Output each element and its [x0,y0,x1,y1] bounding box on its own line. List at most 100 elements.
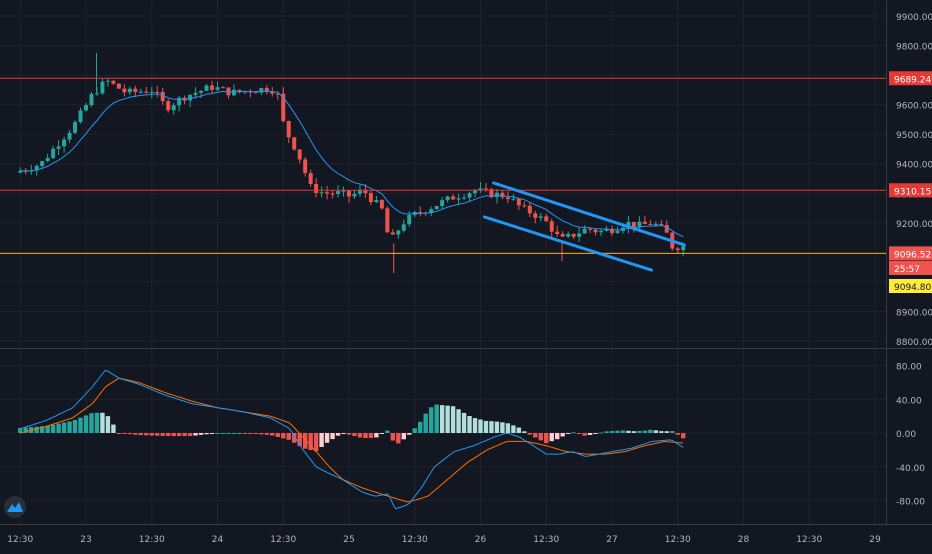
macd-bar [160,433,165,436]
macd-bar [527,433,533,435]
candle-body [160,91,165,102]
macd-bar [182,433,187,437]
candle-body [138,91,143,93]
time-tick-label: 28 [738,535,750,545]
candle-body [445,196,450,201]
candle-body [560,234,565,237]
macd-bar [637,430,642,433]
candle-body [483,188,488,190]
macd-bar [363,433,368,439]
candle-body [631,221,636,228]
candle-body [544,216,549,222]
candle-body [653,223,658,225]
candle-body [511,198,516,200]
macd-bar [681,433,686,439]
trend-channel-upper[interactable] [492,181,686,247]
candle-body [659,223,664,226]
time-tick-label: 24 [212,535,224,545]
candle-body [286,121,291,138]
candle-body [144,91,149,93]
candle-body [522,205,527,207]
candle-body [308,173,313,185]
ema-line [20,90,684,237]
candle-body [478,188,483,191]
macd-bar [423,413,428,433]
candle-body [220,87,225,89]
macd-bar [319,433,324,448]
candle-body [319,192,324,194]
candle-body [516,198,521,206]
candle-body [577,233,582,237]
price-label-1 [889,261,932,275]
candle-body [363,189,368,194]
candles [18,52,686,274]
macd-bar [264,433,270,435]
candle-body [489,189,494,198]
macd-bar [544,433,549,444]
candle-body [94,93,99,95]
candle-body [500,192,505,198]
price-tick-label: 9400.00 [896,161,932,171]
candle-body [555,231,560,235]
macd-bar [56,423,61,433]
level-price-text: 9310.15 [894,187,931,197]
level-price-text: 9689.24 [894,75,931,85]
macd-bar [571,432,576,434]
macd-bar [297,433,302,447]
macd-bar [516,427,522,433]
candle-body [51,148,56,159]
candle-body [330,193,335,195]
candle-body [374,200,379,203]
trend-channel-lower[interactable] [482,215,653,272]
macd-bar [461,412,467,433]
macd-bar [620,430,626,433]
candle-body [67,132,72,140]
candle-body [297,149,302,160]
macd-bar [659,431,664,433]
level-price-label [889,183,932,198]
macd-bar [45,425,50,433]
macd-bar [155,433,160,436]
macd-bar [642,430,648,433]
candle-body [505,197,510,200]
macd-bar [467,416,472,433]
candle-body [407,215,412,225]
macd-bar [494,421,500,433]
candle-body [533,213,538,218]
macd-bar [313,433,319,452]
macd-bar [368,433,374,439]
time-axis[interactable]: 12:30 23 12:30 24 12:30 25 12:30 26 12:30 27 12:30… [7,535,881,545]
macd-bar [390,433,396,441]
macd-bar [357,433,363,438]
macd-bar [122,433,127,434]
macd-tick-label: -80.00 [896,498,925,508]
candle-body [347,190,351,197]
macd-bar [127,433,133,435]
tradingview-logo-icon[interactable] [4,496,26,518]
macd-bar [598,432,604,434]
macd-bar [105,416,111,433]
candle-body [637,221,642,228]
macd-bar [483,420,489,433]
macd-bar [670,431,675,433]
macd-bar [379,433,385,435]
price-tick-label: 9600.00 [896,102,932,112]
price-tick-label: 9200.00 [896,220,932,230]
candle-body [89,94,94,106]
macd-bar [335,433,341,436]
candle-body [610,228,614,234]
macd-bar [281,433,286,439]
time-tick-label: 23 [80,535,91,545]
macd-bar [324,433,330,443]
candle-body [648,223,653,225]
candle-body [210,85,215,90]
candle-body [379,200,384,209]
macd-bar [100,412,105,433]
price-label-text: 9096.52 [894,250,931,260]
candle-body [149,91,154,93]
candle-body [385,208,390,233]
macd-histogram [18,404,686,452]
macd-bar [489,421,494,433]
